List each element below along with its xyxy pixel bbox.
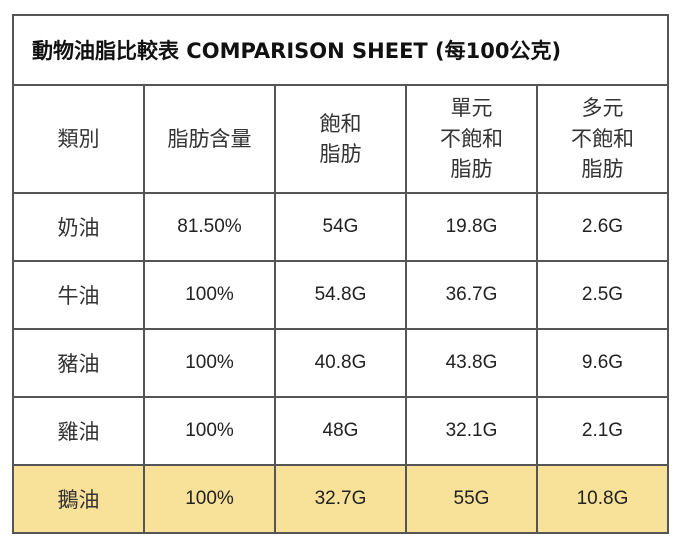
header-row: 類別 脂肪含量 飽和 脂肪 單元 不飽和 脂肪 多元 不飽和 脂肪: [14, 86, 667, 194]
monounsaturated-fat-cell: 55G: [405, 464, 538, 532]
header-cell-monounsaturated-fat: 單元 不飽和 脂肪: [405, 86, 538, 194]
table-row: 雞油 100% 48G 32.1G 2.1G: [14, 396, 667, 466]
saturated-fat-cell: 40.8G: [274, 328, 407, 398]
saturated-fat-cell: 48G: [274, 396, 407, 466]
fat-content-cell: 100%: [143, 464, 276, 532]
monounsaturated-fat-cell: 36.7G: [405, 260, 538, 330]
polyunsaturated-fat-cell: 2.5G: [536, 260, 667, 330]
monounsaturated-fat-cell: 32.1G: [405, 396, 538, 466]
polyunsaturated-fat-cell: 2.1G: [536, 396, 667, 466]
table-row-highlighted: 鵝油 100% 32.7G 55G 10.8G: [14, 464, 667, 532]
saturated-fat-cell: 54.8G: [274, 260, 407, 330]
header-cell-polyunsaturated-fat: 多元 不飽和 脂肪: [536, 86, 667, 194]
polyunsaturated-fat-cell: 10.8G: [536, 464, 667, 532]
fat-content-cell: 100%: [143, 328, 276, 398]
header-cell-fat-content: 脂肪含量: [143, 86, 276, 194]
fat-content-cell: 81.50%: [143, 192, 276, 262]
fat-content-cell: 100%: [143, 396, 276, 466]
table-row: 牛油 100% 54.8G 36.7G 2.5G: [14, 260, 667, 330]
category-cell: 豬油: [14, 328, 145, 398]
monounsaturated-fat-cell: 43.8G: [405, 328, 538, 398]
saturated-fat-cell: 54G: [274, 192, 407, 262]
table-row: 奶油 81.50% 54G 19.8G 2.6G: [14, 192, 667, 262]
comparison-sheet: 動物油脂比較表 COMPARISON SHEET (每100公克) 類別 脂肪含…: [12, 14, 669, 534]
category-cell: 奶油: [14, 192, 145, 262]
comparison-table: 類別 脂肪含量 飽和 脂肪 單元 不飽和 脂肪 多元 不飽和 脂肪 奶油 81.…: [14, 86, 667, 532]
fat-content-cell: 100%: [143, 260, 276, 330]
polyunsaturated-fat-cell: 2.6G: [536, 192, 667, 262]
saturated-fat-cell: 32.7G: [274, 464, 407, 532]
header-cell-category: 類別: [14, 86, 145, 194]
header-cell-saturated-fat: 飽和 脂肪: [274, 86, 407, 194]
monounsaturated-fat-cell: 19.8G: [405, 192, 538, 262]
sheet-title: 動物油脂比較表 COMPARISON SHEET (每100公克): [14, 16, 667, 86]
category-cell: 鵝油: [14, 464, 145, 532]
category-cell: 雞油: [14, 396, 145, 466]
category-cell: 牛油: [14, 260, 145, 330]
polyunsaturated-fat-cell: 9.6G: [536, 328, 667, 398]
table-row: 豬油 100% 40.8G 43.8G 9.6G: [14, 328, 667, 398]
